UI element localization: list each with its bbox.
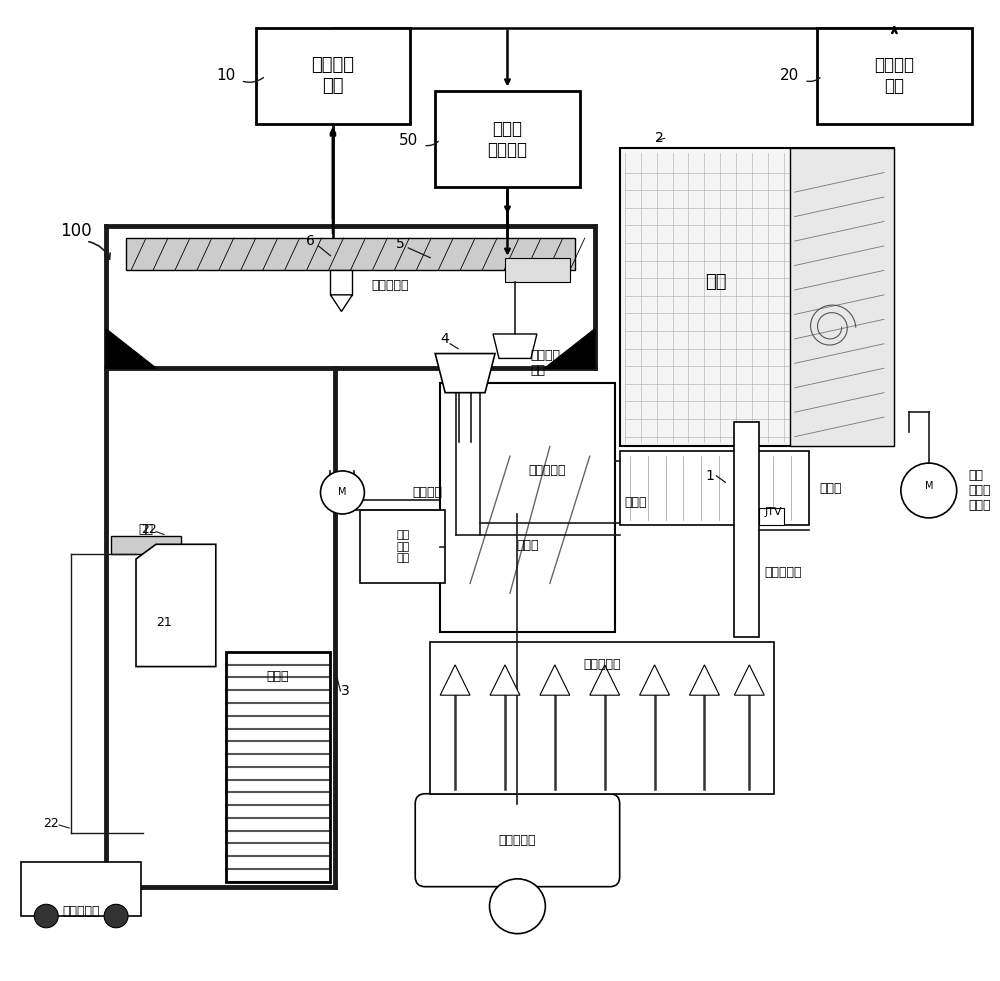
Polygon shape <box>136 544 216 666</box>
Text: 焚烧炉: 焚烧炉 <box>516 539 539 551</box>
Text: 锅炉: 锅炉 <box>705 274 726 291</box>
Text: 再燃燃烧器: 再燃燃烧器 <box>529 464 566 477</box>
Text: 落尘传送带: 落尘传送带 <box>583 658 621 671</box>
Text: 废气
再循环
用风机: 废气 再循环 用风机 <box>969 469 991 512</box>
Bar <box>256 27 410 124</box>
Text: 50: 50 <box>399 132 418 148</box>
Circle shape <box>34 904 58 928</box>
Bar <box>620 148 894 446</box>
Text: 5: 5 <box>396 237 405 251</box>
Polygon shape <box>490 665 520 696</box>
Bar <box>360 510 445 584</box>
Polygon shape <box>440 665 470 696</box>
Polygon shape <box>689 665 719 696</box>
Text: 22: 22 <box>43 816 59 830</box>
Text: 4: 4 <box>441 332 450 346</box>
Polygon shape <box>540 665 570 696</box>
Text: 平台: 平台 <box>138 523 153 537</box>
Polygon shape <box>590 665 620 696</box>
Circle shape <box>901 463 957 518</box>
Text: JTV: JTV <box>764 507 782 517</box>
Text: 起重机
控制装置: 起重机 控制装置 <box>487 120 527 159</box>
Text: 燃烧控制
装置: 燃烧控制 装置 <box>874 56 914 95</box>
Circle shape <box>490 879 545 934</box>
Bar <box>440 383 615 633</box>
Text: 10: 10 <box>216 69 235 83</box>
Text: 垃圾计量器: 垃圾计量器 <box>62 904 100 917</box>
Text: 3: 3 <box>341 684 350 698</box>
Bar <box>126 238 575 271</box>
Text: 信息处理
装置: 信息处理 装置 <box>311 56 354 95</box>
Polygon shape <box>545 329 595 368</box>
Text: 空气预热器: 空气预热器 <box>499 834 536 847</box>
Text: 垃圾起重机: 垃圾起重机 <box>372 279 409 291</box>
Text: M: M <box>925 481 933 490</box>
Text: 压力风机: 压力风机 <box>412 486 442 499</box>
Bar <box>21 862 141 916</box>
Bar <box>226 652 330 882</box>
Text: 垃圾坑: 垃圾坑 <box>267 670 289 683</box>
Bar <box>759 508 784 525</box>
Text: 22: 22 <box>141 523 157 537</box>
Text: 空冷壁: 空冷壁 <box>625 496 647 509</box>
Bar <box>330 271 352 295</box>
Text: 1: 1 <box>705 469 714 483</box>
Bar <box>430 643 774 794</box>
FancyBboxPatch shape <box>415 794 620 887</box>
Text: 辅助燃烧器: 辅助燃烧器 <box>764 566 802 579</box>
Bar <box>435 91 580 187</box>
Text: M: M <box>338 488 347 497</box>
Polygon shape <box>734 665 764 696</box>
Polygon shape <box>435 353 495 392</box>
Text: 21: 21 <box>156 616 172 629</box>
Bar <box>790 148 894 446</box>
Text: 6: 6 <box>306 234 315 248</box>
Text: 100: 100 <box>60 223 92 240</box>
Text: 20: 20 <box>780 69 799 83</box>
Text: 2: 2 <box>655 131 664 145</box>
Polygon shape <box>330 295 352 312</box>
Polygon shape <box>106 329 156 368</box>
Bar <box>734 422 759 638</box>
Bar <box>111 537 181 554</box>
Bar <box>620 451 809 525</box>
Text: 垃圾
供给
装置: 垃圾 供给 装置 <box>396 530 409 563</box>
Bar <box>817 27 972 124</box>
Polygon shape <box>640 665 670 696</box>
Text: 垃圾投入
料斗: 垃圾投入 料斗 <box>530 349 560 378</box>
Circle shape <box>104 904 128 928</box>
Bar <box>505 258 570 283</box>
Polygon shape <box>493 334 537 358</box>
Text: 过热器: 过热器 <box>819 482 842 494</box>
Circle shape <box>321 471 364 514</box>
